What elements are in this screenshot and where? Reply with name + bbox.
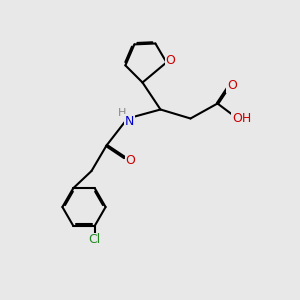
Text: Cl: Cl [89,233,101,246]
Text: O: O [126,154,135,167]
Text: O: O [227,79,237,92]
Text: O: O [165,53,175,67]
Text: OH: OH [232,112,251,125]
Text: H: H [118,108,126,118]
Text: N: N [125,115,134,128]
